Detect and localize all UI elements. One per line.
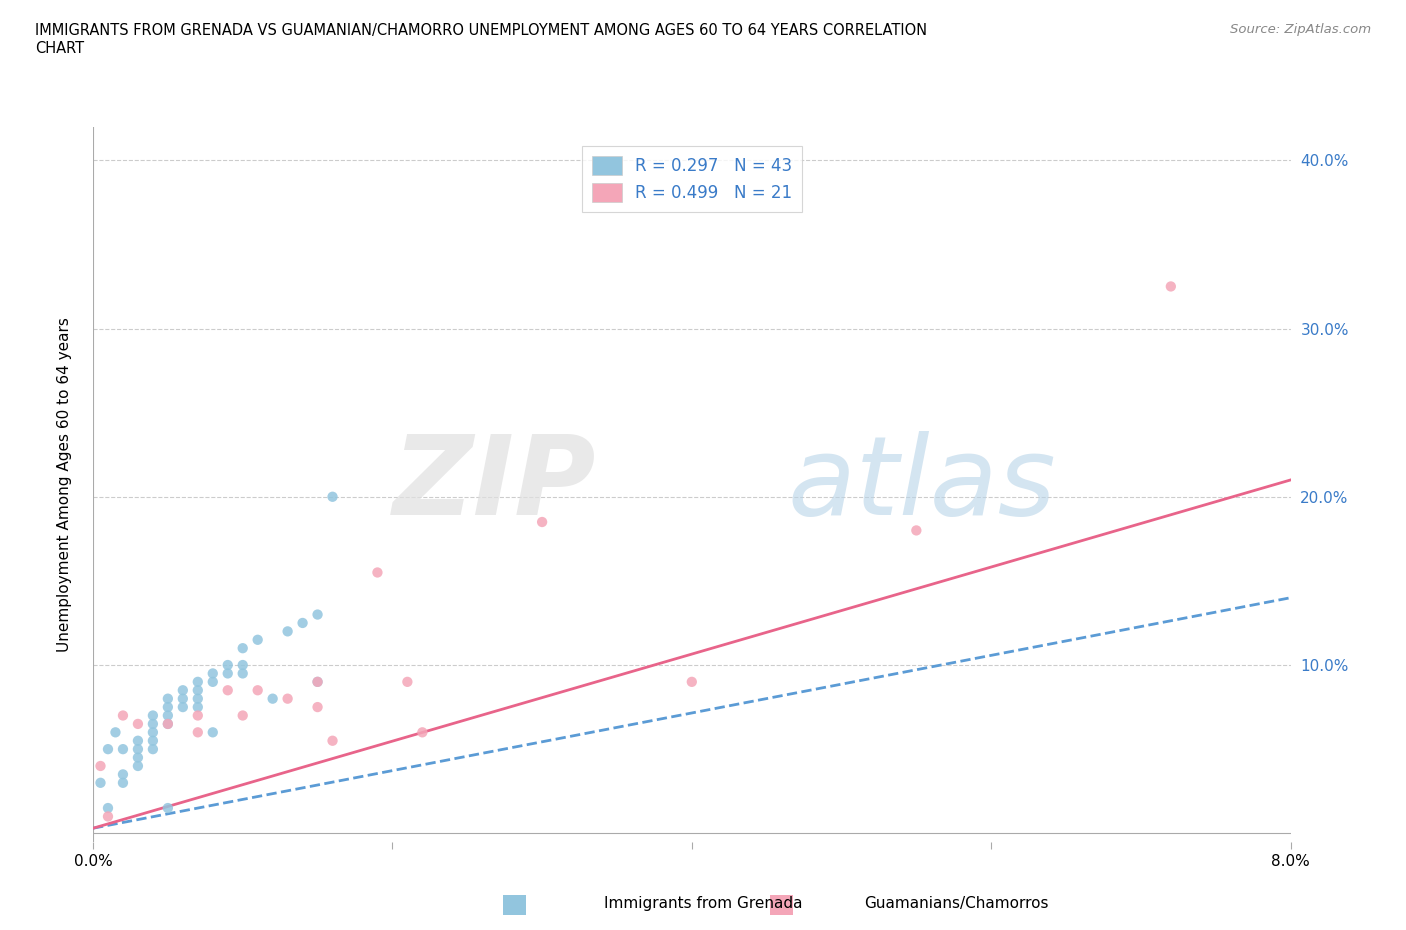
Point	[217, 683, 239, 698]
Point	[307, 699, 329, 714]
Point	[127, 751, 149, 765]
Point	[111, 776, 134, 790]
Point	[411, 724, 433, 739]
Point	[156, 716, 179, 731]
Point	[246, 683, 269, 698]
Point	[172, 683, 194, 698]
Point	[307, 607, 329, 622]
Point	[277, 691, 299, 706]
Point	[246, 632, 269, 647]
Point	[127, 733, 149, 748]
Point	[291, 616, 314, 631]
Point	[307, 674, 329, 689]
Text: Guamanians/Chamorros: Guamanians/Chamorros	[863, 897, 1049, 911]
Point	[201, 674, 224, 689]
Y-axis label: Unemployment Among Ages 60 to 64 years: Unemployment Among Ages 60 to 64 years	[58, 317, 72, 652]
Point	[322, 733, 344, 748]
Point	[187, 691, 209, 706]
Point	[262, 691, 284, 706]
Point	[127, 759, 149, 774]
Point	[681, 674, 703, 689]
Point	[111, 742, 134, 757]
Point	[156, 801, 179, 816]
Point	[187, 699, 209, 714]
Point	[366, 565, 388, 580]
Point	[187, 683, 209, 698]
Point	[232, 708, 254, 723]
Legend: R = 0.297   N = 43, R = 0.499   N = 21: R = 0.297 N = 43, R = 0.499 N = 21	[582, 146, 801, 212]
Point	[127, 742, 149, 757]
Point	[322, 489, 344, 504]
Point	[156, 716, 179, 731]
Point	[232, 641, 254, 656]
Point	[156, 708, 179, 723]
Point	[142, 716, 165, 731]
Point	[187, 724, 209, 739]
Point	[97, 801, 120, 816]
Point	[217, 666, 239, 681]
Point	[97, 742, 120, 757]
Point	[97, 809, 120, 824]
Point	[905, 523, 928, 538]
Point	[104, 724, 127, 739]
Point	[172, 699, 194, 714]
Point	[187, 674, 209, 689]
Text: IMMIGRANTS FROM GRENADA VS GUAMANIAN/CHAMORRO UNEMPLOYMENT AMONG AGES 60 TO 64 Y: IMMIGRANTS FROM GRENADA VS GUAMANIAN/CHA…	[35, 23, 928, 56]
Point	[142, 708, 165, 723]
Point	[187, 708, 209, 723]
Point	[396, 674, 419, 689]
Point	[172, 691, 194, 706]
Point	[217, 658, 239, 672]
Point	[156, 699, 179, 714]
Text: Immigrants from Grenada: Immigrants from Grenada	[603, 897, 803, 911]
Point	[89, 776, 111, 790]
Point	[277, 624, 299, 639]
Point	[1160, 279, 1182, 294]
Text: ZIP: ZIP	[392, 431, 596, 538]
Point	[142, 733, 165, 748]
Point	[111, 708, 134, 723]
Point	[201, 724, 224, 739]
Point	[531, 514, 554, 529]
Point	[142, 742, 165, 757]
Point	[232, 658, 254, 672]
Point	[307, 674, 329, 689]
Point	[111, 767, 134, 782]
Text: Source: ZipAtlas.com: Source: ZipAtlas.com	[1230, 23, 1371, 36]
Point	[201, 666, 224, 681]
Point	[142, 724, 165, 739]
Text: atlas: atlas	[787, 431, 1056, 538]
Point	[156, 691, 179, 706]
Point	[232, 666, 254, 681]
Point	[89, 759, 111, 774]
Point	[127, 716, 149, 731]
